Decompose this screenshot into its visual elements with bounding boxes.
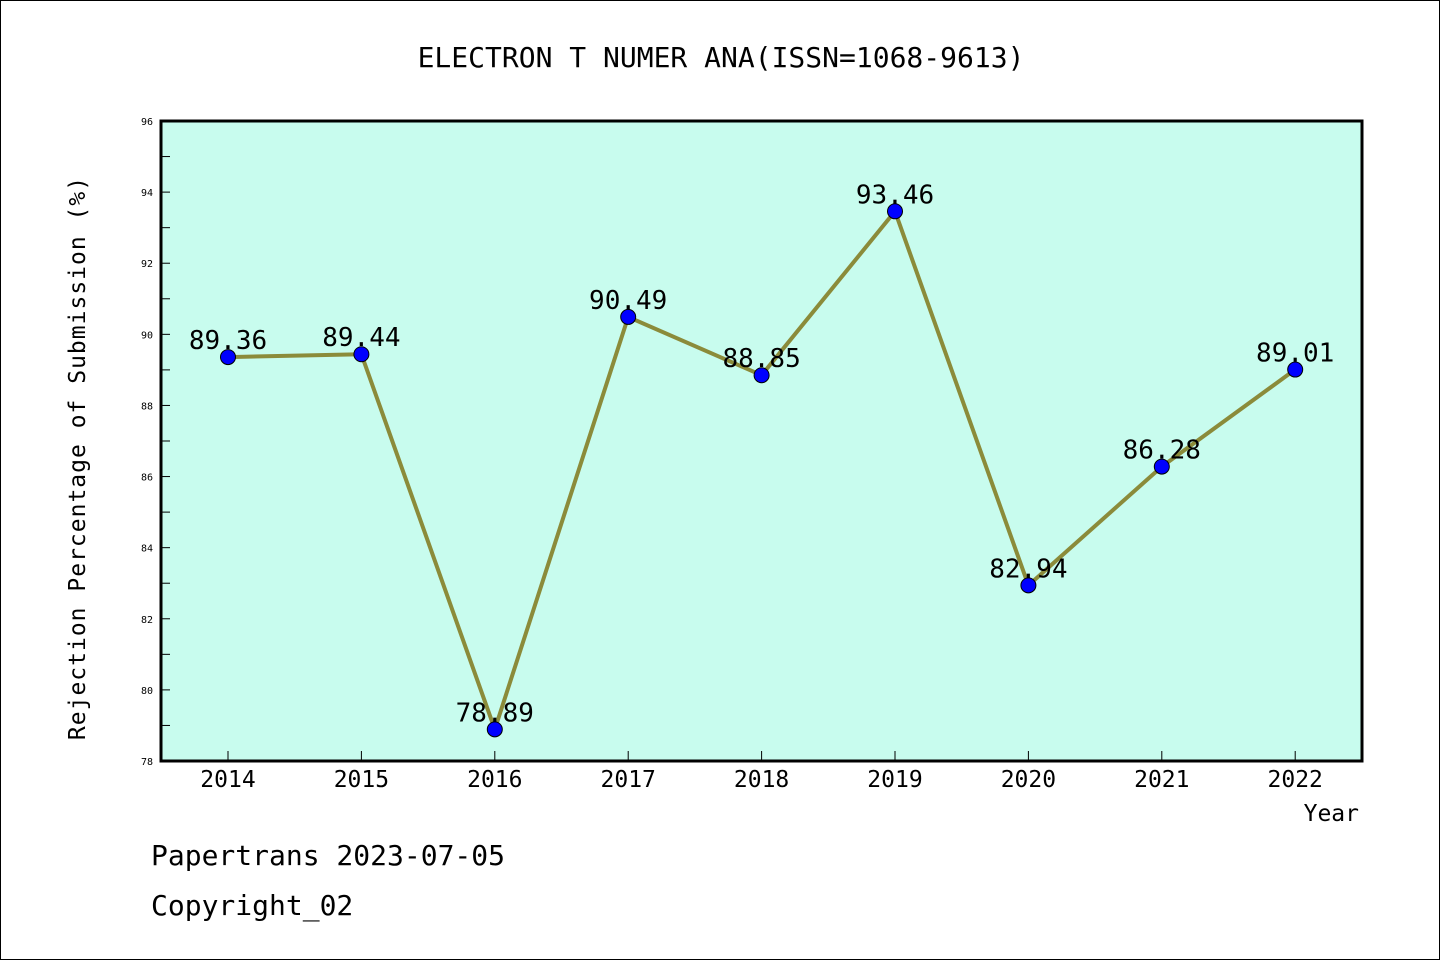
x-tick-label: 2020 xyxy=(1001,767,1056,793)
x-tick-label: 2015 xyxy=(334,767,389,793)
y-tick-label: 90 xyxy=(141,330,153,341)
x-axis-ticks: 2014 2015 2016 2017 2018 2019 2020 2021 2022 xyxy=(200,751,1323,793)
y-tick-label: 82 xyxy=(141,615,153,626)
y-tick-label: 78 xyxy=(141,757,153,768)
y-tick-label: 84 xyxy=(141,544,153,555)
data-point-marker xyxy=(1020,577,1037,594)
data-point-label: 82.94 xyxy=(989,554,1067,584)
data-point-marker xyxy=(1287,361,1304,378)
data-point-marker xyxy=(753,367,770,384)
x-tick-label: 2014 xyxy=(200,767,255,793)
y-tick-label: 92 xyxy=(141,259,153,270)
x-tick-label: 2017 xyxy=(601,767,656,793)
data-series xyxy=(220,203,1304,738)
y-tick-label: 80 xyxy=(141,686,153,697)
footer-date-text: Papertrans 2023-07-05 xyxy=(151,839,505,872)
x-tick-label: 2021 xyxy=(1134,767,1189,793)
y-axis-label: Rejection Percentage of Submission (%) xyxy=(65,176,91,740)
data-point-marker xyxy=(1153,458,1170,475)
data-point-marker xyxy=(353,346,370,363)
data-point-label: 78.89 xyxy=(456,698,534,728)
data-point-marker xyxy=(620,308,637,325)
y-tick-label: 88 xyxy=(141,401,153,412)
y-tick-label: 94 xyxy=(141,188,153,199)
data-point-label: 89.36 xyxy=(189,326,267,356)
data-point-label: 93.46 xyxy=(856,180,934,210)
x-axis-label: Year xyxy=(1304,801,1359,827)
data-point-label: 86.28 xyxy=(1123,436,1201,466)
x-tick-label: 2018 xyxy=(734,767,789,793)
data-point-label: 89.01 xyxy=(1256,339,1334,369)
data-labels: 89.36 89.44 78.89 90.49 88.85 93.46 82.94 86.28… xyxy=(189,180,1334,728)
y-tick-label: 96 xyxy=(141,117,153,128)
data-point-marker xyxy=(486,721,503,738)
plot-area xyxy=(161,121,1362,761)
plot-border xyxy=(159,119,1364,763)
data-point-marker xyxy=(220,349,236,366)
data-point-marker xyxy=(887,203,903,220)
data-point-label: 89.44 xyxy=(322,323,400,353)
x-tick-label: 2019 xyxy=(867,767,922,793)
x-tick-label: 2022 xyxy=(1268,767,1323,793)
chart-title: ELECTRON T NUMER ANA(ISSN=1068-9613) xyxy=(418,41,1025,74)
x-tick-label: 2016 xyxy=(467,767,522,793)
data-point-label: 88.85 xyxy=(722,344,800,374)
footer-copyright-text: Copyright_02 xyxy=(151,889,353,923)
y-tick-label: 86 xyxy=(141,473,153,484)
data-point-label: 90.49 xyxy=(589,286,667,316)
